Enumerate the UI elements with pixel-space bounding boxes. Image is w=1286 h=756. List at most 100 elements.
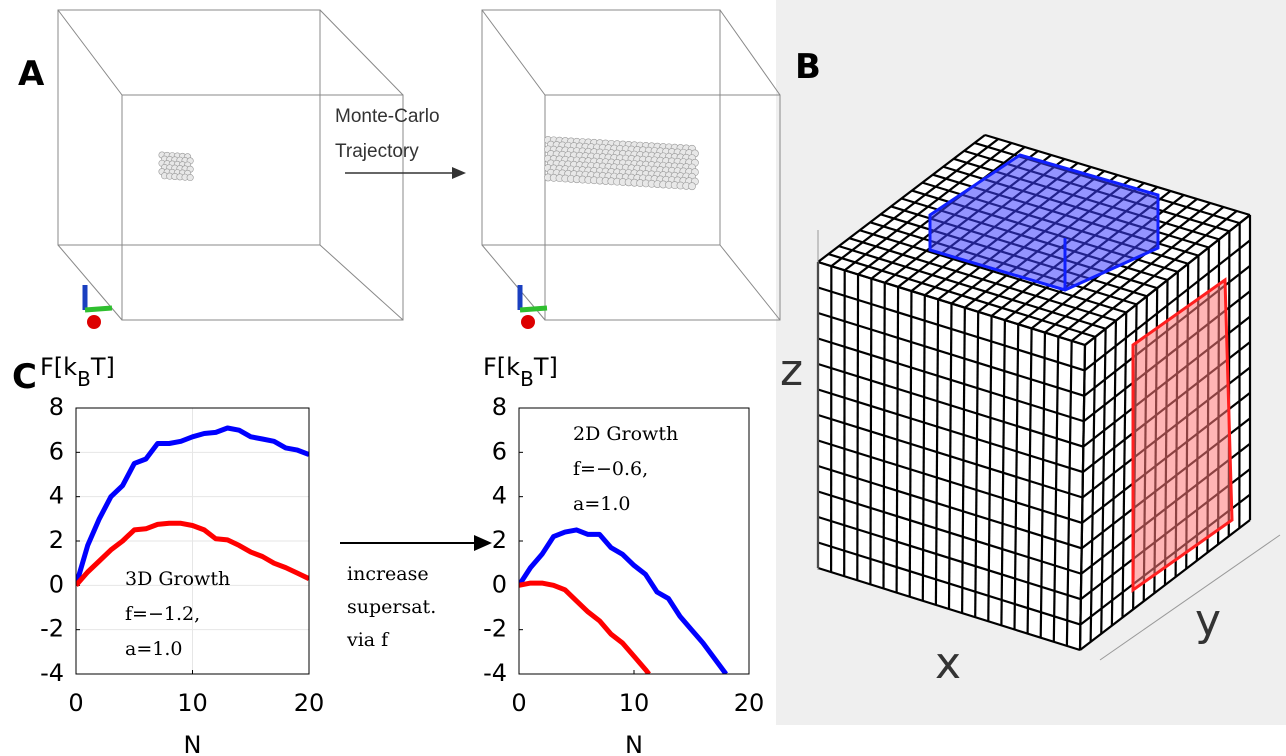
x-tick-label: 20 (294, 689, 325, 717)
y-axis-label-part: F[k (483, 353, 520, 381)
arrow-text: supersat. (347, 596, 436, 618)
particle (186, 174, 194, 182)
y-tick-label: -4 (40, 659, 64, 687)
x-axis-label: N (625, 731, 643, 756)
line (76, 520, 309, 587)
box-front (544, 94, 781, 321)
arrow-text: increase (347, 563, 429, 585)
annotation: 3D Growth (125, 568, 230, 590)
lattice-line (817, 490, 1082, 575)
y-axis-label-part: T] (533, 353, 558, 381)
line (519, 580, 651, 674)
box-edge (481, 9, 546, 96)
lattice-line (817, 439, 1083, 524)
lattice-line (817, 337, 1085, 423)
lattice-line (1070, 210, 1238, 342)
arrow-text: Monte-Carlo (335, 106, 440, 127)
x-tick-label: 10 (177, 689, 208, 717)
box-edge (719, 244, 781, 321)
line (76, 425, 309, 587)
panel-label: C (12, 357, 37, 397)
y-axis-label-part: T] (90, 353, 115, 381)
y-tick-label: 6 (492, 437, 507, 465)
y-tick-label: 0 (49, 570, 64, 598)
y-tick-label: 2 (49, 526, 64, 554)
plot-frame (518, 407, 750, 675)
y-axis-label: F[kBT] (40, 353, 115, 391)
box-edge (57, 9, 123, 96)
annotation: a=1.0 (573, 493, 630, 515)
lattice-line (1084, 214, 1251, 346)
y-tick-label: -4 (483, 659, 507, 687)
x-tick-label: 0 (68, 689, 83, 717)
box-right (481, 9, 781, 321)
x-tick-label: 20 (734, 689, 765, 717)
plot-area (519, 408, 749, 674)
arrow-head (452, 167, 466, 179)
y-tick-label: 2 (492, 526, 507, 554)
triad-x (87, 315, 101, 329)
y-tick-label: -2 (40, 615, 64, 643)
arrow-text: via f (346, 629, 390, 651)
box-front (121, 94, 404, 321)
particle (688, 182, 696, 191)
lattice-line (1057, 206, 1225, 338)
y-axis-label: F[kBT] (483, 353, 558, 391)
triad-y (519, 305, 548, 313)
lattice-line (817, 388, 1084, 474)
y-tick-label: 4 (492, 482, 507, 510)
cube-axis (1099, 534, 1281, 661)
clusters (158, 136, 699, 191)
lattice (816, 133, 1281, 661)
lattice-line (1044, 202, 1211, 334)
y-axis-label-part: F[k (40, 353, 77, 381)
y-tick-label: 8 (492, 393, 507, 421)
y-tick-label: -2 (483, 615, 507, 643)
box-edge (719, 9, 781, 96)
y-axis-label-part: B (77, 367, 91, 391)
cube-axis-label: x (935, 638, 961, 689)
lattice-line (817, 464, 1082, 550)
x-tick-label: 10 (619, 689, 650, 717)
panel-label: B (795, 47, 821, 87)
lattice-line (1083, 239, 1251, 372)
lattice-line (1079, 519, 1251, 651)
cube-axis-label: z (780, 345, 803, 396)
lattice-line (817, 515, 1082, 601)
lattice-line (844, 142, 1013, 272)
annotation: 2D Growth (573, 423, 678, 445)
annotation: f=−0.6, (573, 458, 648, 480)
lattice-line (817, 311, 1085, 397)
y-tick-label: 6 (49, 437, 64, 465)
cube-axis-label: y (1195, 595, 1221, 646)
lattice-line (817, 541, 1081, 626)
y-tick-label: 0 (492, 570, 507, 598)
box-edge (319, 9, 404, 96)
triad-y (84, 305, 113, 313)
plot-frame (75, 407, 310, 675)
arrow-head (474, 535, 492, 551)
x-tick-label: 0 (511, 689, 526, 717)
line (519, 527, 729, 674)
annotation: a=1.0 (125, 638, 182, 660)
lattice-line (817, 362, 1084, 448)
red-region (1131, 277, 1234, 593)
lattice-line (817, 413, 1083, 499)
lattice-line (817, 134, 986, 263)
lattice-line (817, 286, 1085, 372)
triad-x (521, 315, 535, 329)
lattice-line (817, 566, 1081, 652)
annotation: f=−1.2, (125, 603, 200, 625)
lattice-line (830, 138, 999, 268)
y-tick-label: 4 (49, 482, 64, 510)
box-left (57, 9, 404, 321)
y-tick-label: 8 (49, 393, 64, 421)
box-back (57, 9, 321, 246)
box-back (481, 9, 721, 246)
panel-label: A (18, 54, 45, 94)
y-axis-label-part: B (520, 367, 534, 391)
arrow-text: Trajectory (335, 141, 419, 162)
x-axis-label: N (184, 731, 202, 756)
